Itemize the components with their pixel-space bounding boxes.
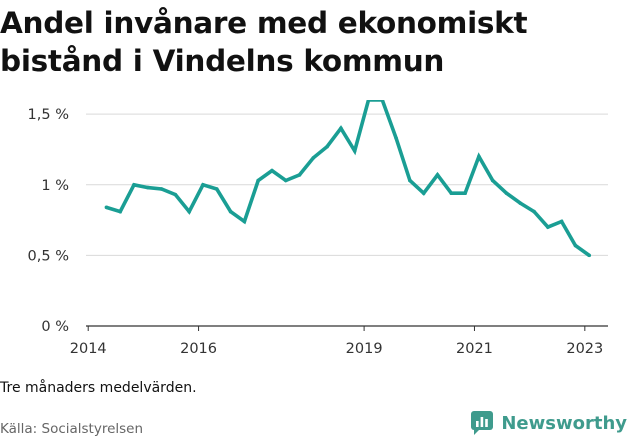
data-point: [421, 191, 426, 196]
data-point: [214, 187, 219, 191]
data-point: [270, 168, 274, 173]
x-tick-label: 2016: [180, 341, 217, 357]
data-point: [256, 178, 260, 183]
data-point: [325, 144, 329, 149]
data-point: [587, 253, 592, 258]
data-point: [573, 243, 578, 248]
y-tick-label: 0 %: [41, 319, 69, 335]
data-point: [146, 185, 150, 190]
data-point: [394, 136, 398, 140]
x-tick-label: 2021: [456, 341, 493, 357]
chart-title: Andel invånare med ekonomiskt bistånd i …: [0, 6, 528, 78]
data-point: [408, 178, 412, 183]
data-point: [366, 100, 371, 102]
data-point: [118, 209, 123, 214]
data-point: [228, 209, 233, 214]
data-point: [546, 225, 550, 229]
x-tick-label: 2019: [346, 341, 383, 357]
data-point: [242, 219, 247, 224]
chart-note: Tre månaders medelvärden.: [0, 380, 197, 396]
y-tick-labels: 0 % 0,5 % 1 % 1,5 %: [28, 107, 69, 335]
data-point: [187, 209, 191, 214]
series-line: [105, 100, 591, 257]
data-point: [518, 201, 523, 205]
source-text: Källa: Socialstyrelsen: [0, 421, 144, 437]
x-tick-label: 2014: [70, 341, 107, 357]
data-point: [490, 178, 495, 183]
data-point: [104, 205, 109, 210]
series-layer: [104, 100, 592, 258]
data-point: [173, 192, 178, 197]
data-point: [311, 156, 316, 160]
data-point: [559, 219, 564, 224]
line-chart: 0 % 0,5 % 1 % 1,5 % 2014 2016 2019 2021 2023: [28, 100, 608, 357]
data-point: [463, 191, 467, 196]
newsworthy-logo: Newsworthy: [471, 407, 627, 439]
grid-lines: [86, 113, 608, 256]
y-tick-label: 1,5 %: [28, 107, 69, 123]
data-point: [504, 191, 509, 196]
newsworthy-logo-icon: [471, 411, 494, 435]
data-point: [352, 149, 357, 153]
y-tick-label: 0,5 %: [28, 248, 69, 264]
x-tick-label: 2023: [566, 341, 603, 357]
data-point: [380, 100, 385, 102]
data-point: [532, 209, 536, 214]
x-axis: 2014 2016 2019 2021 2023: [70, 325, 608, 357]
data-point: [339, 126, 343, 131]
data-point: [477, 154, 481, 159]
y-tick-label: 1 %: [41, 178, 69, 194]
data-point: [132, 182, 136, 187]
data-point: [449, 191, 454, 196]
data-point: [297, 173, 302, 177]
newsworthy-logo-text: Newsworthy: [501, 412, 627, 434]
data-point: [435, 173, 440, 177]
data-point: [283, 178, 288, 183]
data-point: [201, 182, 205, 187]
data-point: [159, 187, 164, 191]
